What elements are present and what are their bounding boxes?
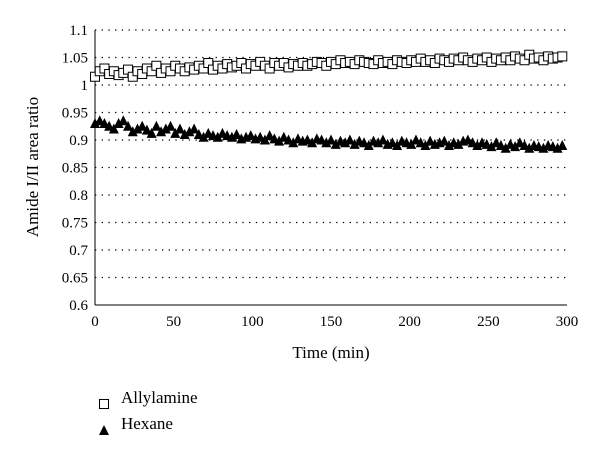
x-tick-label: 50 <box>166 314 181 330</box>
hexane-point <box>132 123 143 134</box>
legend-item-allylamine: Allylamine <box>99 386 198 410</box>
hexane-point <box>377 134 388 145</box>
hexane-point <box>151 120 162 131</box>
allylamine-point <box>557 51 568 62</box>
hexane-point <box>472 140 483 150</box>
hexane-point <box>141 124 152 135</box>
x-tick-label: 100 <box>241 314 264 330</box>
y-tick-label: 0.7 <box>69 243 88 259</box>
series-allylamine <box>90 49 568 82</box>
hexane-point <box>524 142 535 153</box>
hexane-point <box>264 130 275 141</box>
hexane-point <box>212 131 223 142</box>
y-tick-label: 1.1 <box>69 23 88 39</box>
y-tick-label: 0.65 <box>62 271 88 287</box>
x-tick-label: 0 <box>91 314 99 330</box>
y-tick-label: 1 <box>81 78 89 94</box>
y-axis-title: Amide I/II area ratio <box>23 97 42 237</box>
hexane-point <box>444 140 454 150</box>
hexane-point <box>363 140 374 150</box>
hexane-point <box>184 126 195 137</box>
x-tick-label: 300 <box>556 314 579 330</box>
hexane-point <box>146 127 157 138</box>
hexane-point <box>510 141 521 152</box>
hexane-point <box>137 120 148 131</box>
legend-item-hexane: Hexane <box>99 412 173 436</box>
hexane-point <box>349 138 360 149</box>
hexane-point <box>288 137 299 148</box>
hexane-point <box>165 120 176 131</box>
hexane-point <box>439 135 450 146</box>
hexane-point <box>392 140 403 150</box>
hexane-point <box>108 123 119 134</box>
y-tick-label: 1.05 <box>62 51 88 67</box>
hexane-point <box>113 118 124 128</box>
y-tick-label: 0.85 <box>62 161 88 177</box>
hexane-point <box>321 137 332 148</box>
hexane-point <box>500 142 511 153</box>
x-tick-labels: 0 50 100 150 200 250 300 <box>91 314 578 330</box>
hexane-point <box>486 141 497 152</box>
hexane-point <box>245 130 256 141</box>
hexane-point <box>179 129 190 139</box>
y-tick-label: 0.6 <box>69 298 88 314</box>
hexane-point <box>340 137 351 148</box>
hexane-point <box>259 134 270 145</box>
x-tick-label: 150 <box>320 314 343 330</box>
hexane-point <box>425 135 436 146</box>
hexane-point <box>326 134 336 145</box>
hexane-point <box>160 123 171 134</box>
hexane-point <box>118 115 129 126</box>
hexane-point <box>538 142 549 153</box>
y-tick-labels: 0.6 0.65 0.7 0.75 0.8 0.85 0.9 0.95 1 1.05 1.1 <box>62 23 89 314</box>
open-square-icon <box>99 393 109 410</box>
hexane-point <box>231 129 242 139</box>
y-tick-label: 0.75 <box>62 216 88 232</box>
hexane-point <box>406 138 417 149</box>
y-tick-label: 0.9 <box>69 133 88 149</box>
hexane-point <box>373 137 384 148</box>
hexane-point <box>274 135 285 146</box>
hexane-point <box>123 120 134 131</box>
hexane-point <box>453 138 464 149</box>
legend-label-hexane: Hexane <box>121 414 173 434</box>
legend-label-allylamine: Allylamine <box>121 388 198 408</box>
y-tick-label: 0.8 <box>69 188 88 204</box>
hexane-point <box>170 127 181 138</box>
hexane-point <box>174 123 185 134</box>
series-hexane <box>90 115 568 153</box>
hexane-point <box>552 142 563 153</box>
hexane-point <box>344 134 355 145</box>
hexane-point <box>420 140 431 150</box>
hexane-point <box>198 131 209 142</box>
hexane-point <box>127 126 138 137</box>
hexane-point <box>189 123 200 134</box>
filled-triangle-icon <box>99 419 109 436</box>
y-tick-label: 0.95 <box>62 106 88 122</box>
x-axis-title: Time (min) <box>292 343 369 362</box>
x-tick-label: 250 <box>477 314 500 330</box>
hexane-point <box>90 118 100 128</box>
x-tick-label: 200 <box>398 314 421 330</box>
hexane-point <box>307 137 318 148</box>
hexane-point <box>330 138 341 149</box>
hexane-point <box>226 131 237 142</box>
hexane-point <box>557 140 568 150</box>
hexane-point <box>156 126 167 137</box>
